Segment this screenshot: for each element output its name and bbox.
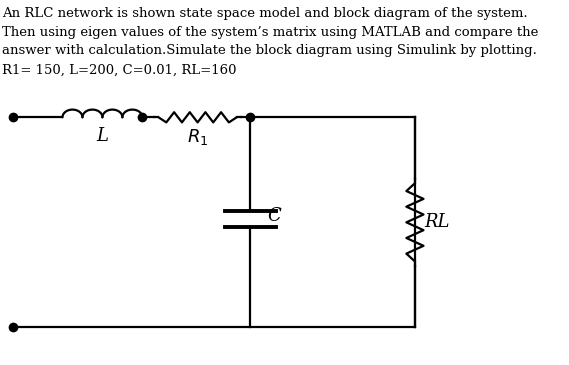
Text: RL: RL <box>424 214 450 231</box>
Text: An RLC network is shown state space model and block diagram of the system.: An RLC network is shown state space mode… <box>2 7 528 20</box>
Text: L: L <box>96 127 109 145</box>
Text: R1= 150, L=200, C=0.01, RL=160: R1= 150, L=200, C=0.01, RL=160 <box>2 64 237 76</box>
Text: $R_1$: $R_1$ <box>187 127 208 147</box>
Text: answer with calculation.Simulate the block diagram using Simulink by plotting.: answer with calculation.Simulate the blo… <box>2 45 537 58</box>
Text: Then using eigen values of the system’s matrix using MATLAB and compare the: Then using eigen values of the system’s … <box>2 26 539 39</box>
Text: C: C <box>267 207 281 225</box>
